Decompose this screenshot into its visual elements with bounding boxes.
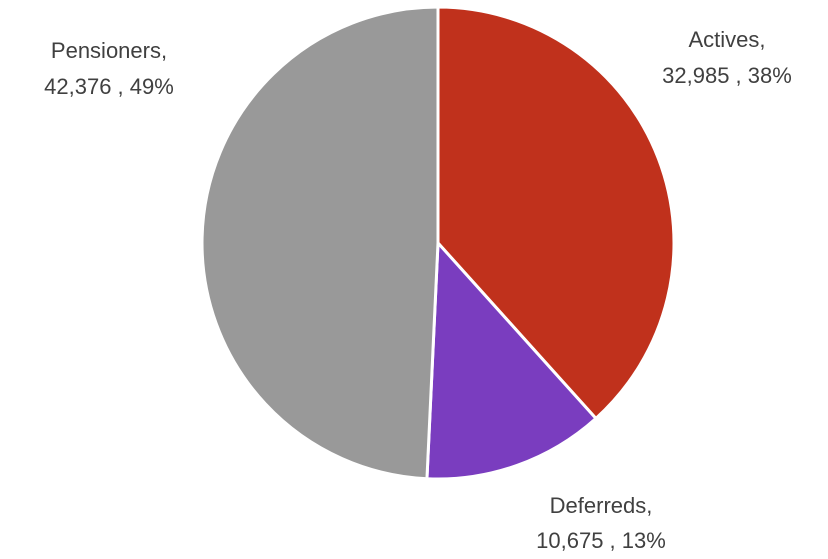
slice-label-actives-value: 32,985 , 38% <box>662 63 792 88</box>
pie-slice-deferreds <box>425 241 598 481</box>
slice-label-actives-name: Actives, <box>688 27 765 52</box>
pie-slice-pensioners <box>200 5 440 481</box>
slice-label-deferreds-value: 10,675 , 13% <box>536 528 666 553</box>
slice-label-pensioners-value: 42,376 , 49% <box>44 74 174 99</box>
slice-label-deferreds-name: Deferreds, <box>550 493 653 518</box>
slice-label-pensioners-name: Pensioners, <box>51 38 167 63</box>
pie-slice-actives <box>436 5 676 420</box>
slices-layer <box>200 5 676 481</box>
labels-layer: Actives, 32,985 , 38% Deferreds, 10,675 , 1… <box>44 27 792 553</box>
